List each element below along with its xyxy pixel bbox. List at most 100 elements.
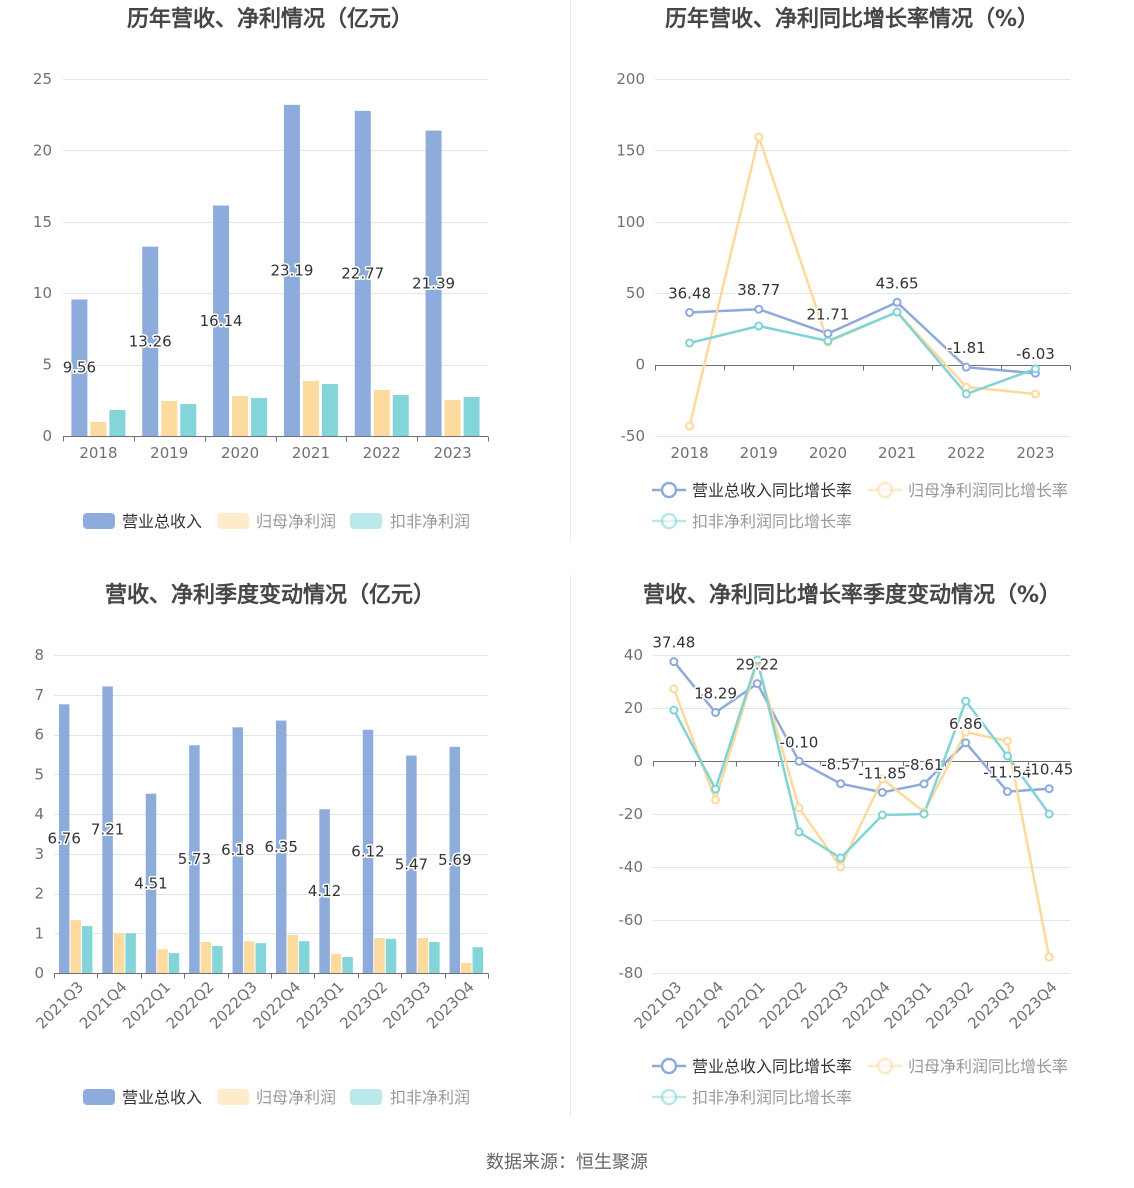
x-tick-label: 2022	[363, 444, 401, 462]
bar-parent-net-profit-2023Q1	[330, 953, 342, 973]
point-parent-net-profit-growth-2021Q3	[669, 684, 679, 694]
point-revenue-growth-2018	[685, 308, 695, 318]
legend-item-parent-profit-growth[interactable]: 归母净利润同比增长率	[868, 481, 1068, 500]
y-tick-label: 0	[633, 752, 643, 770]
data-label-revenue-2019: 13.26	[129, 332, 172, 350]
data-label-revenue-growth-2023Q3: -11.54	[983, 764, 1031, 782]
bar-deducted-net-profit-2022	[392, 395, 409, 436]
legend-label-deducted-profit-growth: 扣非净利润同比增长率	[692, 512, 852, 531]
data-label-revenue-2022Q4: 6.35	[264, 838, 297, 856]
legend-label-deducted-net-profit: 扣非净利润	[390, 512, 470, 531]
line-deducted-net-profit-growth	[672, 658, 1051, 860]
y-tick-label: 150	[616, 141, 645, 159]
bar-deducted-net-profit-2020	[251, 398, 268, 436]
legend-item-parent-profit-growth[interactable]: 归母净利润同比增长率	[868, 1057, 1068, 1076]
x-tick-label: 2023	[433, 444, 471, 462]
legend-item-parent-net-profit[interactable]: 归母净利润	[217, 1088, 336, 1107]
bar-parent-net-profit-2021	[302, 381, 319, 436]
x-tick-label: 2019	[150, 444, 188, 462]
bar-revenue-2023	[425, 130, 442, 437]
annual-growth-chart-title: 历年营收、净利同比增长率情况（%）	[665, 6, 1039, 32]
x-tick-label: 2021	[292, 444, 330, 462]
legend-label-parent-net-profit: 归母净利润	[256, 1088, 336, 1107]
quarterly-amount-legend: 营业总收入 归母净利润 扣非净利润	[83, 1088, 470, 1107]
annual-amount-legend: 营业总收入 归母净利润 扣非净利润	[83, 512, 470, 531]
legend-swatch-revenue	[83, 1089, 115, 1105]
bar-deducted-net-profit-2023Q2	[385, 938, 397, 973]
data-label-revenue-2022Q1: 4.51	[134, 874, 167, 892]
quarterly-amount-chart: 0123456782021Q32021Q42022Q12022Q22022Q32…	[32, 646, 489, 1033]
legend-item-deducted-net-profit[interactable]: 扣非净利润	[350, 512, 470, 531]
legend-item-revenue[interactable]: 营业总收入	[83, 512, 202, 531]
data-label-revenue-2020: 16.14	[200, 312, 243, 330]
line-deducted-net-profit-growth	[689, 310, 1036, 396]
bar-parent-net-profit-2021Q4	[113, 933, 125, 973]
y-tick-label: 100	[616, 213, 645, 231]
legend-marker-deducted-profit-growth	[660, 1088, 678, 1106]
x-tick-label: 2023	[1016, 444, 1054, 462]
data-label-revenue-growth-2018: 36.48	[668, 285, 711, 303]
bar-revenue-2023Q1	[319, 809, 330, 973]
bar-revenue-2022Q4	[275, 720, 287, 973]
x-tick-label: 2018	[670, 444, 708, 462]
legend-item-deducted-net-profit[interactable]: 扣非净利润	[350, 1088, 470, 1107]
point-parent-net-profit-growth-2022Q2	[794, 803, 804, 813]
data-label-revenue-2021: 23.19	[270, 261, 313, 279]
data-label-revenue-growth-2023Q2: 6.86	[949, 715, 982, 733]
data-source-note: 数据来源：恒生聚源	[486, 1152, 648, 1173]
point-revenue-growth-2021	[892, 297, 902, 307]
data-label-revenue-growth-2020: 21.71	[806, 306, 849, 324]
y-tick-label: 5	[34, 765, 44, 783]
bar-revenue-2020	[213, 205, 230, 436]
point-deducted-net-profit-growth-2022Q4	[877, 810, 887, 820]
y-tick-label: 0	[42, 427, 52, 445]
legend-item-deducted-profit-growth[interactable]: 扣非净利润同比增长率	[652, 1088, 852, 1107]
line-revenue-growth	[689, 301, 1036, 375]
bar-revenue-2021	[283, 104, 300, 436]
point-revenue-growth-2023Q3	[1002, 787, 1012, 797]
legend-label-parent-net-profit: 归母净利润	[256, 512, 336, 531]
point-deducted-net-profit-growth-2021	[892, 307, 902, 317]
legend-item-revenue-growth[interactable]: 营业总收入同比增长率	[652, 481, 852, 500]
bar-deducted-net-profit-2021Q4	[125, 933, 136, 973]
data-label-revenue-2022Q3: 6.18	[221, 841, 254, 859]
legend-marker-deducted-profit-growth	[660, 512, 678, 530]
point-deducted-net-profit-growth-2023Q4	[1044, 809, 1054, 819]
x-tick-label: 2020	[221, 444, 259, 462]
bar-revenue-2022Q3	[232, 727, 244, 973]
data-label-revenue-growth-2023: -6.03	[1016, 345, 1055, 363]
bar-parent-net-profit-2023Q3	[417, 938, 429, 973]
quarterly-growth-legend: 营业总收入同比增长率 归母净利润同比增长率 扣非净利润同比增长率	[652, 1057, 1068, 1107]
data-label-revenue-growth-2021Q4: 18.29	[694, 685, 737, 703]
data-label-revenue-growth-2022: -1.81	[947, 339, 986, 357]
legend-label-revenue: 营业总收入	[122, 1088, 202, 1107]
bar-revenue-2023Q3	[406, 755, 417, 973]
bar-parent-net-profit-2019	[161, 401, 178, 436]
y-tick-label: 15	[33, 213, 52, 231]
y-tick-label: 10	[33, 284, 52, 302]
data-label-revenue-2022Q2: 5.73	[178, 850, 211, 868]
y-tick-label: -40	[619, 858, 644, 876]
y-tick-label: 3	[34, 845, 44, 863]
y-tick-label: 20	[624, 699, 643, 717]
legend-marker-parent-profit-growth	[876, 481, 894, 499]
y-tick-label: -80	[619, 964, 644, 982]
point-revenue-growth-2021Q4	[711, 708, 721, 718]
legend-item-revenue[interactable]: 营业总收入	[83, 1088, 202, 1107]
y-tick-label: 50	[626, 284, 645, 302]
legend-label-revenue: 营业总收入	[122, 512, 202, 531]
legend-swatch-deducted-net-profit	[350, 513, 382, 529]
data-label-revenue-2023: 21.39	[412, 274, 455, 292]
y-tick-label: 40	[624, 646, 643, 664]
line-parent-net-profit-growth	[672, 660, 1051, 958]
bar-revenue-2022	[354, 110, 371, 437]
legend-label-deducted-profit-growth: 扣非净利润同比增长率	[692, 1088, 852, 1107]
legend-item-revenue-growth[interactable]: 营业总收入同比增长率	[652, 1057, 852, 1076]
y-tick-label: -50	[621, 427, 646, 445]
legend-item-parent-net-profit[interactable]: 归母净利润	[217, 512, 336, 531]
bar-revenue-2022Q1	[145, 793, 157, 973]
legend-item-deducted-profit-growth[interactable]: 扣非净利润同比增长率	[652, 512, 852, 531]
bar-parent-net-profit-2022Q1	[157, 949, 168, 973]
bar-parent-net-profit-2022Q2	[200, 941, 212, 973]
point-deducted-net-profit-growth-2023Q3	[1002, 751, 1012, 761]
